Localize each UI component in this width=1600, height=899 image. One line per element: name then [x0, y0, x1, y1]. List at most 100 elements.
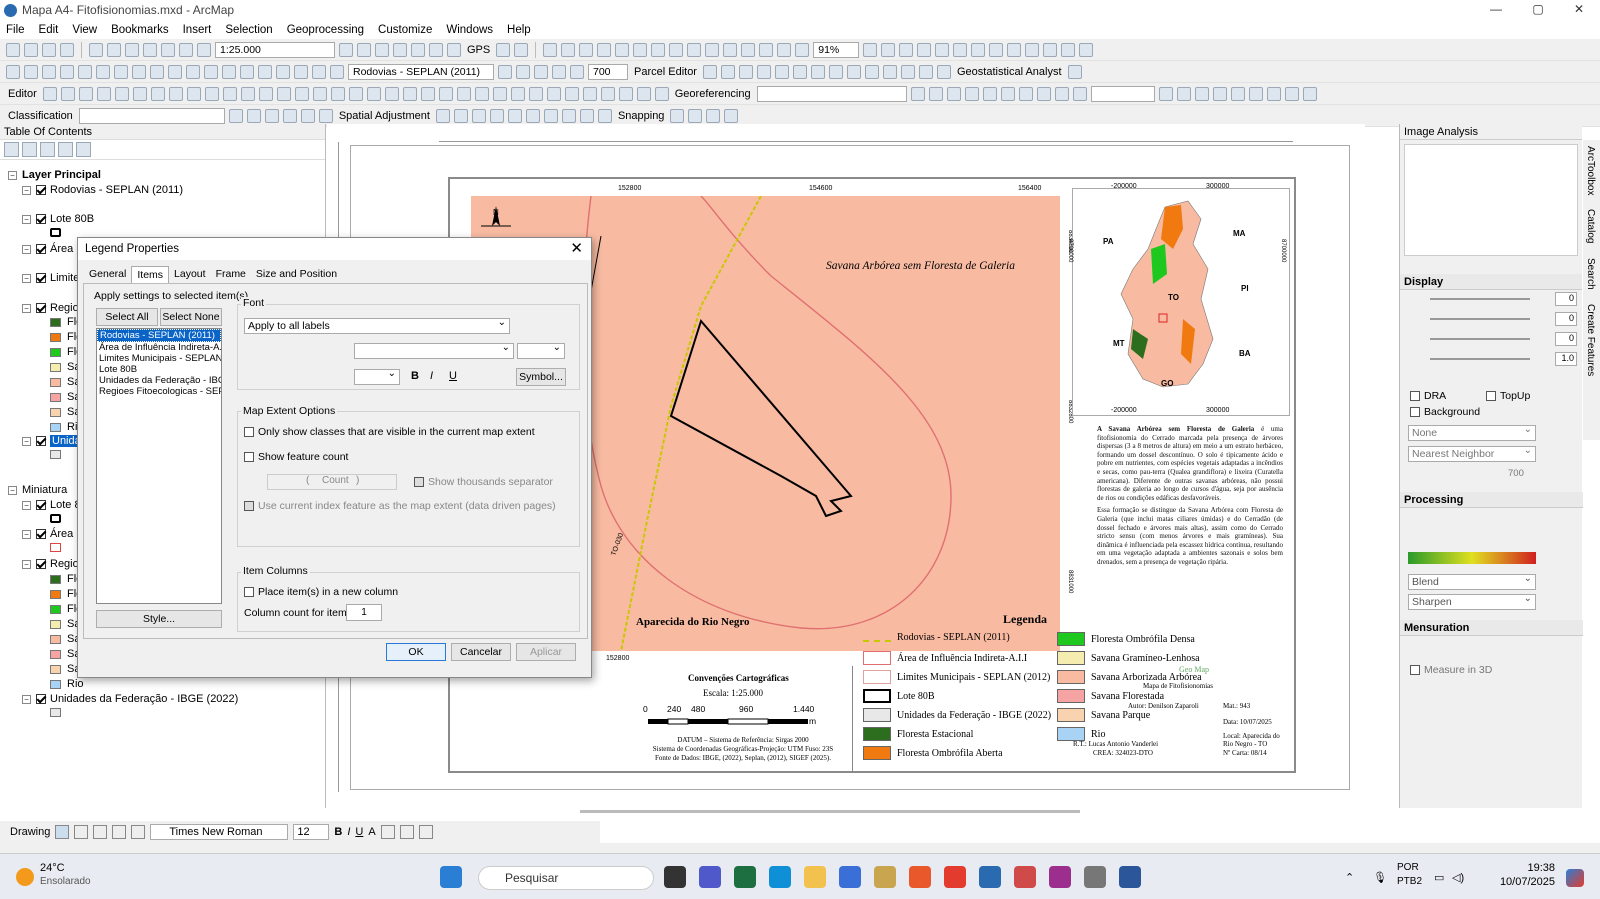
- zoom-out-icon[interactable]: [24, 64, 38, 79]
- tab-layout[interactable]: Layout: [174, 268, 206, 280]
- tab-catalog[interactable]: Catalog: [1585, 209, 1596, 244]
- image-layer-list[interactable]: [1404, 144, 1578, 256]
- marker-color-icon[interactable]: [418, 825, 433, 839]
- toc-row[interactable]: − Lote 80B: [22, 213, 94, 225]
- gps-icon-2[interactable]: [514, 42, 529, 57]
- catalog-icon[interactable]: [375, 42, 389, 57]
- horizontal-scrollbar[interactable]: [580, 810, 1080, 813]
- list-by-drawing-order-icon[interactable]: [4, 142, 19, 157]
- layer-checkbox[interactable]: [36, 303, 46, 313]
- minimize-button[interactable]: —: [1490, 2, 1502, 16]
- menu-selection[interactable]: Selection: [225, 23, 273, 36]
- font-name-combo[interactable]: Times New Roman: [150, 824, 289, 840]
- sharpen-dropdown[interactable]: Sharpen: [1408, 592, 1536, 610]
- underline-button[interactable]: U: [449, 370, 457, 382]
- redo-icon[interactable]: [179, 42, 193, 57]
- paste-icon[interactable]: [125, 42, 139, 57]
- place-new-column-checkbox[interactable]: Place item(s) in a new column: [244, 586, 398, 598]
- layer-checkbox[interactable]: [36, 694, 46, 704]
- ok-button[interactable]: OK: [386, 643, 446, 661]
- font-name-dropdown[interactable]: [354, 341, 514, 359]
- legend-items-list[interactable]: Rodovias - SEPLAN (2011) Área de Influên…: [96, 328, 222, 604]
- cancel-button[interactable]: Cancelar: [451, 643, 511, 661]
- toc-options-icon[interactable]: [76, 142, 91, 157]
- forward-icon[interactable]: [132, 64, 146, 79]
- maximize-button[interactable]: ▢: [1532, 2, 1544, 16]
- toc-row[interactable]: − Miniatura: [8, 484, 67, 496]
- menu-file[interactable]: File: [6, 23, 25, 36]
- toc-row[interactable]: − Lote 8: [22, 499, 81, 511]
- classification-combo[interactable]: [78, 107, 225, 124]
- blend-dropdown[interactable]: Blend: [1408, 572, 1536, 590]
- georef-layer-combo[interactable]: [756, 85, 907, 102]
- chrome-icon[interactable]: [944, 866, 966, 888]
- parcel-editor-menu[interactable]: Parcel Editor: [634, 65, 697, 78]
- italic-button[interactable]: I: [430, 370, 434, 382]
- contrast-value[interactable]: 0: [1555, 312, 1577, 326]
- font-color-dropdown[interactable]: [354, 367, 400, 385]
- task-view-icon[interactable]: [664, 866, 686, 888]
- thousands-separator-checkbox[interactable]: Show thousands separator: [414, 476, 553, 488]
- firefox-icon[interactable]: [909, 866, 931, 888]
- scale-combo[interactable]: 1:25.000: [215, 41, 335, 58]
- toc-row[interactable]: − Layer Principal: [8, 169, 101, 181]
- menu-view[interactable]: View: [72, 23, 98, 36]
- topup-checkbox[interactable]: TopUp: [1486, 390, 1530, 402]
- print-icon[interactable]: [60, 42, 74, 57]
- show-count-checkbox[interactable]: Show feature count: [244, 451, 348, 463]
- windows-start-icon[interactable]: [440, 866, 462, 888]
- toc-row[interactable]: − Área: [22, 528, 73, 540]
- list-item[interactable]: Lote 80B: [99, 364, 138, 375]
- clock-time[interactable]: 19:38: [1527, 862, 1555, 874]
- inset-map[interactable]: PA MA PI TO MT BA GO -200000 300000 -200…: [1067, 183, 1290, 416]
- tab-general[interactable]: General: [89, 268, 127, 280]
- fill-color-icon[interactable]: [380, 825, 395, 839]
- list-item[interactable]: Unidades da Federação - IBGE: [99, 375, 221, 386]
- menu-bookmarks[interactable]: Bookmarks: [111, 23, 169, 36]
- close-window-button[interactable]: ✕: [1573, 2, 1585, 16]
- layer-combo[interactable]: Rodovias - SEPLAN (2011): [348, 63, 494, 80]
- select-all-button[interactable]: Select All: [96, 308, 158, 326]
- tab-search[interactable]: Search: [1585, 257, 1596, 290]
- transparency-value[interactable]: 0: [1555, 332, 1577, 346]
- layout-zoom-combo[interactable]: 91%: [813, 41, 860, 58]
- tab-items[interactable]: Items: [131, 266, 170, 284]
- pan-icon[interactable]: [42, 64, 56, 79]
- layer-checkbox[interactable]: [36, 273, 46, 283]
- add-data-icon[interactable]: [197, 42, 211, 57]
- network-icon[interactable]: ▭: [1434, 872, 1445, 884]
- new-icon[interactable]: [6, 42, 20, 57]
- font-size-dropdown[interactable]: [517, 341, 565, 359]
- toc-row[interactable]: − Unida: [22, 435, 83, 447]
- column-count-stepper[interactable]: 1: [346, 604, 382, 621]
- undo-icon[interactable]: [161, 42, 175, 57]
- weather-text[interactable]: Ensolarado: [40, 876, 91, 887]
- symbol-button[interactable]: Symbol...: [516, 368, 566, 386]
- tab-create-features[interactable]: Create Features: [1585, 303, 1596, 376]
- drawing-menu[interactable]: Drawing: [10, 826, 51, 838]
- resample-value[interactable]: 700: [1508, 468, 1524, 479]
- layer-checkbox[interactable]: [36, 559, 46, 569]
- search-icon[interactable]: [393, 42, 407, 57]
- gps-icon[interactable]: [496, 42, 511, 57]
- select-none-button[interactable]: Select None: [160, 308, 222, 326]
- volume-icon[interactable]: ◁): [1452, 872, 1465, 884]
- resampling-dropdown[interactable]: Nearest Neighbor: [1408, 444, 1536, 462]
- tray-chevron-icon[interactable]: ⌃: [1345, 872, 1355, 884]
- menu-customize[interactable]: Customize: [378, 23, 433, 36]
- list-by-visibility-icon[interactable]: [40, 142, 55, 157]
- layer-checkbox[interactable]: [36, 214, 46, 224]
- layer-checkbox[interactable]: [36, 436, 46, 446]
- zoom-in-icon[interactable]: [6, 64, 20, 79]
- zoom-whole-page-icon[interactable]: [93, 825, 108, 839]
- georeferencing-menu[interactable]: Georeferencing: [674, 87, 751, 100]
- store-icon[interactable]: [839, 866, 861, 888]
- select-elements-icon[interactable]: [55, 825, 70, 839]
- save-icon[interactable]: [42, 42, 56, 57]
- style-button[interactable]: Style...: [96, 610, 222, 628]
- only-visible-checkbox[interactable]: Only show classes that are visible in th…: [244, 426, 535, 438]
- underline-button[interactable]: U: [355, 826, 364, 838]
- font-size-combo[interactable]: 12: [293, 824, 330, 840]
- language-text[interactable]: POR: [1397, 862, 1419, 873]
- bold-button[interactable]: B: [334, 826, 343, 838]
